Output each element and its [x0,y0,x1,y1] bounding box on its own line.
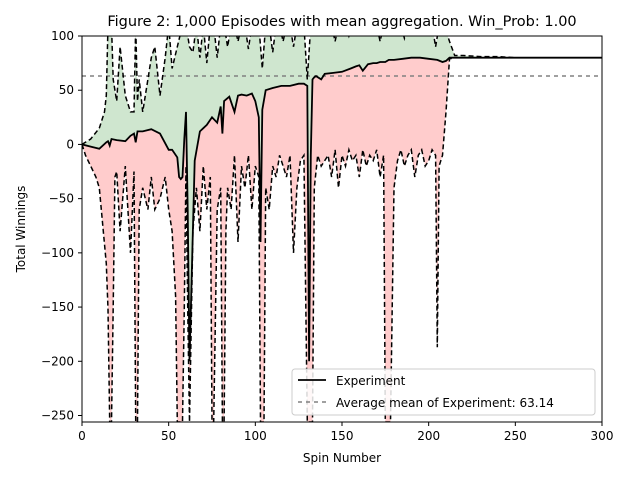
x-axis: 0 50 100 150 200 250 300 [78,422,613,443]
x-tick-label: 100 [244,429,267,443]
lower-bound-line [82,56,602,422]
y-axis-label: Total Winnings [14,186,28,274]
y-tick-label: −150 [41,300,74,314]
y-tick-label: 50 [59,83,74,97]
legend-reference-label: Average mean of Experiment: 63.14 [336,396,554,410]
legend-experiment-label: Experiment [336,374,406,388]
chart-title: Figure 2: 1,000 Episodes with mean aggre… [107,14,576,30]
x-tick-label: 300 [591,429,614,443]
x-tick-label: 200 [417,429,440,443]
x-axis-label: Spin Number [303,451,381,465]
experiment-mean-line [82,56,602,362]
y-tick-label: −200 [41,354,74,368]
y-tick-label: −50 [49,192,74,206]
x-tick-label: 50 [161,429,176,443]
y-tick-label: 0 [66,137,74,151]
legend: Experiment Average mean of Experiment: 6… [291,368,596,416]
x-tick-label: 250 [504,429,527,443]
y-tick-label: −250 [41,408,74,422]
x-tick-label: 150 [331,429,354,443]
y-axis: −250 −200 −150 −100 −50 0 50 100 [41,29,82,422]
legend-box [291,368,596,416]
x-tick-label: 0 [78,429,86,443]
y-tick-label: −100 [41,246,74,260]
plot-area [82,36,602,422]
y-tick-label: 100 [51,29,74,43]
